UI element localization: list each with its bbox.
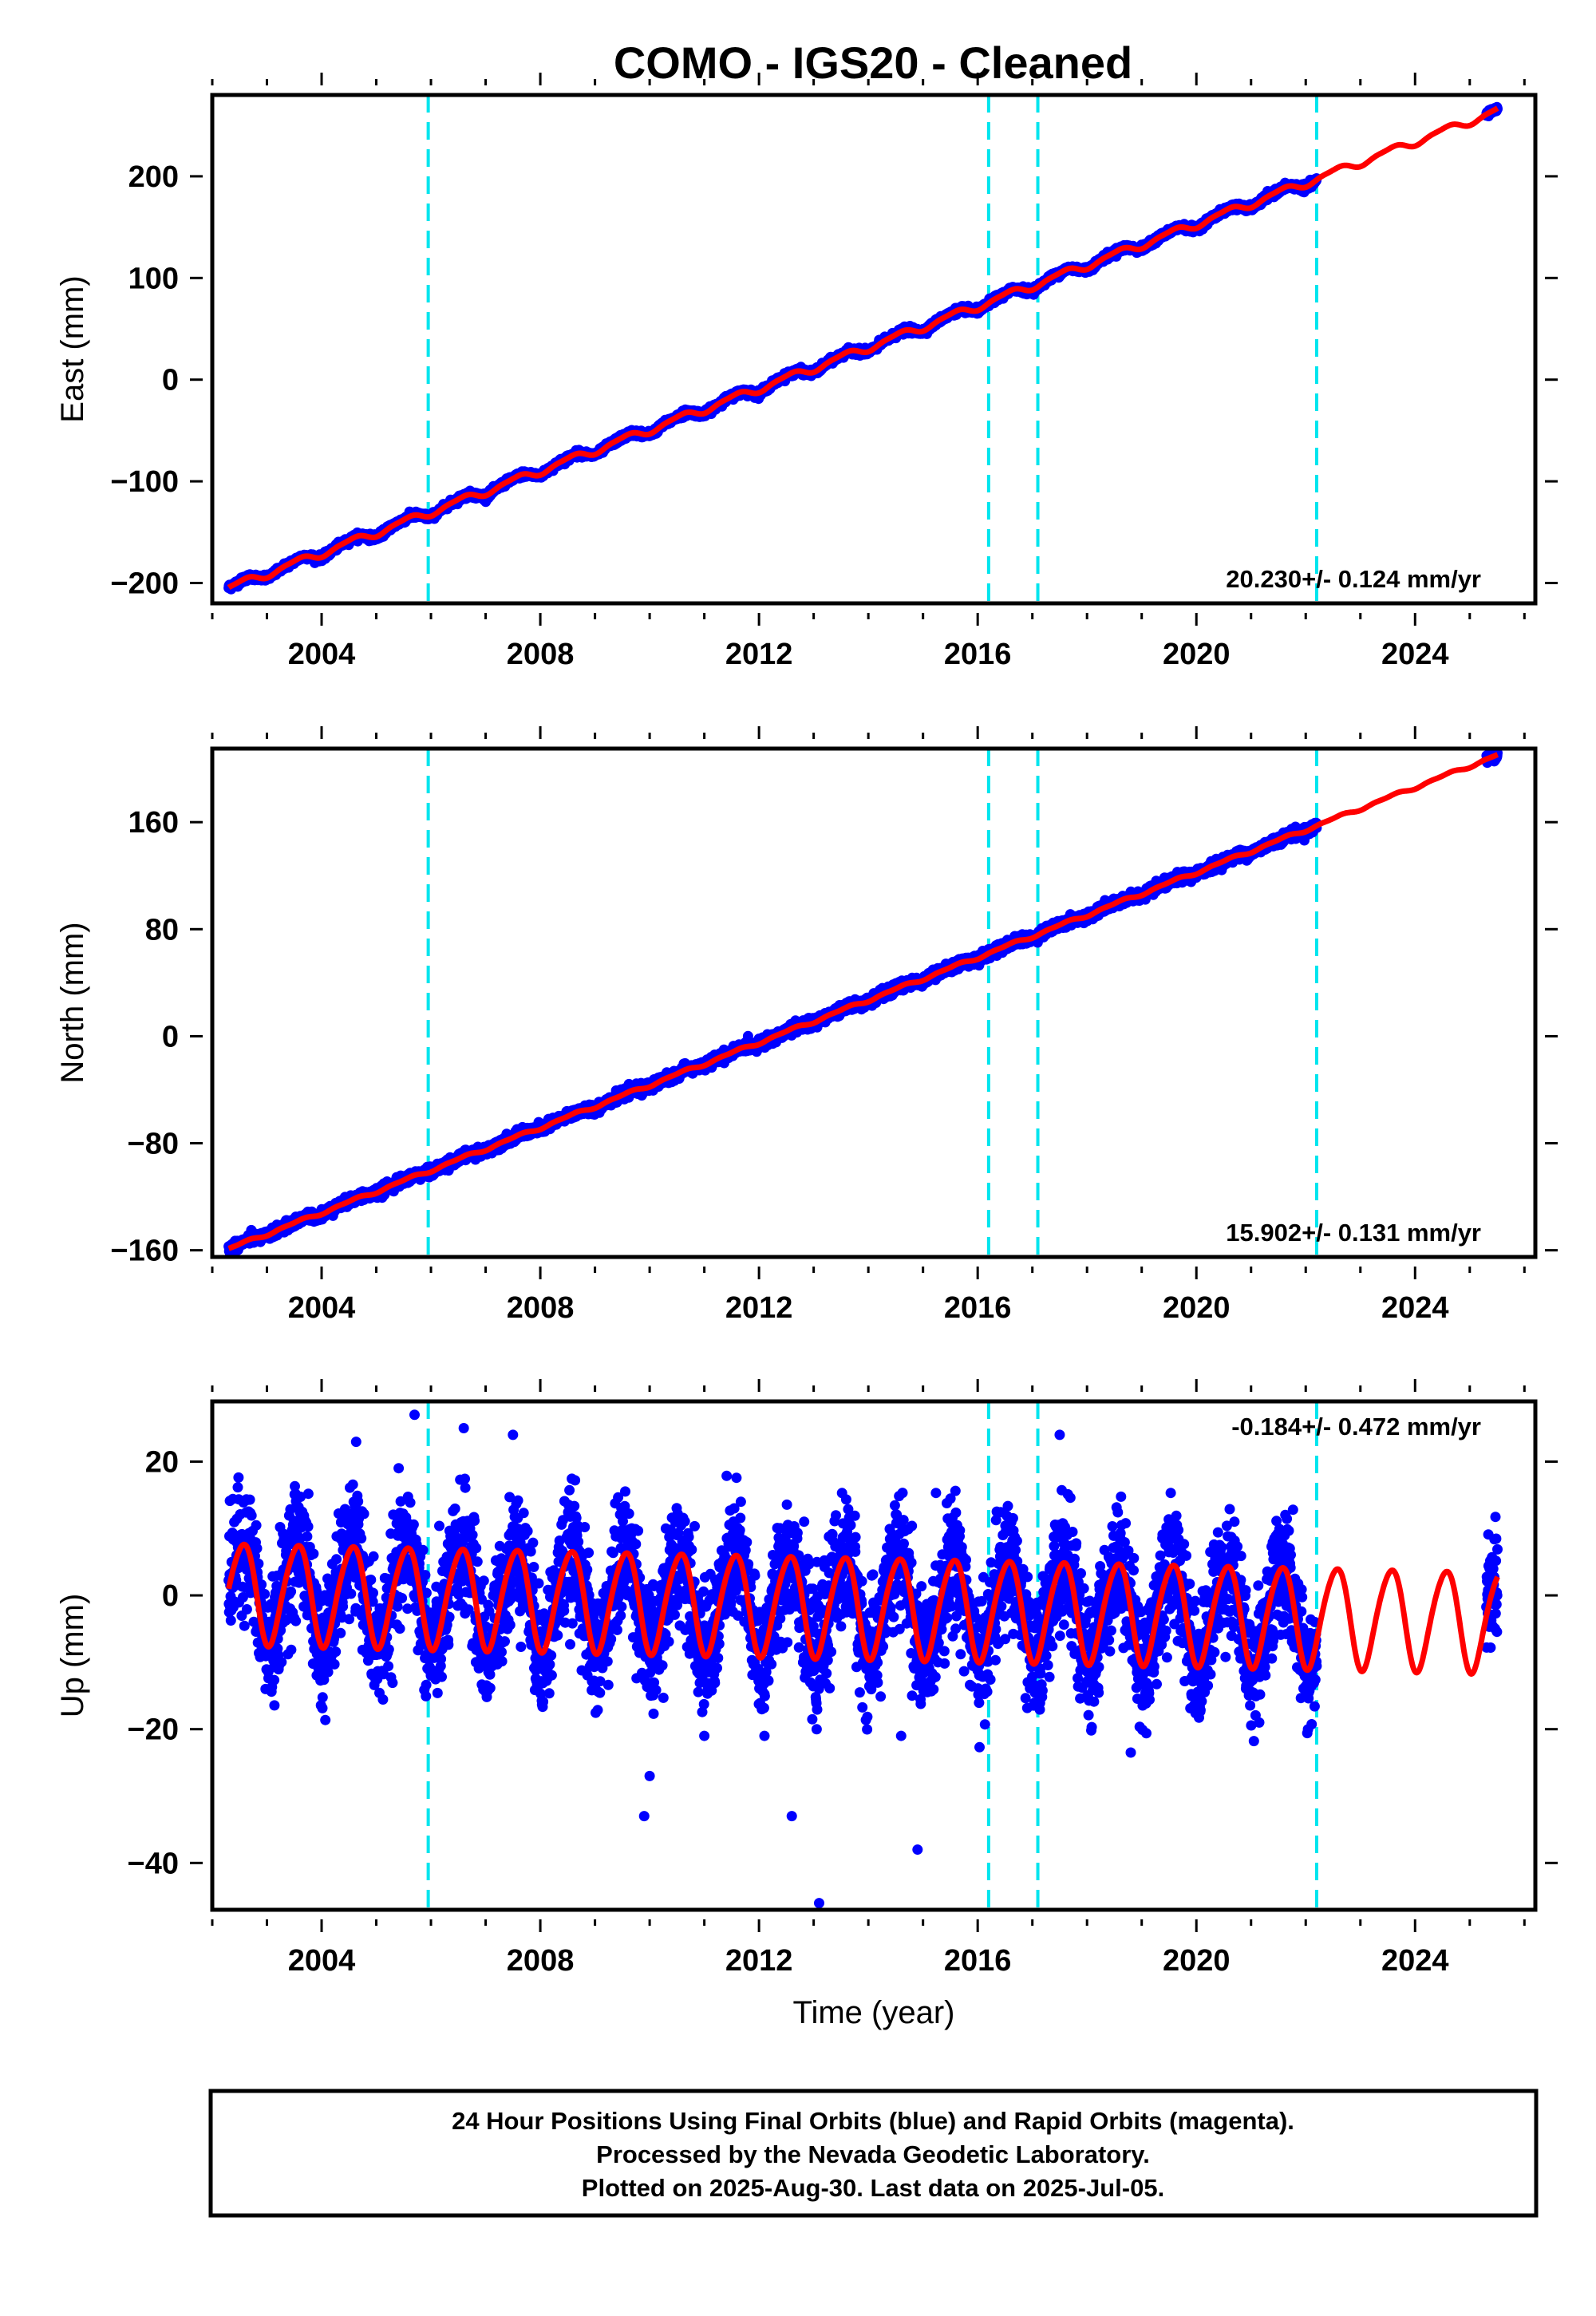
- y-tick-label: 200: [128, 160, 179, 194]
- y-tick-label: 0: [162, 364, 179, 397]
- x-tick-label: 2016: [944, 638, 1012, 671]
- x-tick-label: 2008: [507, 638, 575, 671]
- y-tick-label: −200: [110, 567, 179, 601]
- figure-title: COMO - IGS20 - Cleaned: [614, 38, 1132, 88]
- east-panel: 2004 2008 2012 2016 2020 2024−200−1000100200 …: [55, 73, 1558, 671]
- east-y-axis-label: East (mm): [55, 275, 90, 422]
- y-tick-label: 100: [128, 262, 179, 295]
- x-tick-label: 2012: [725, 638, 793, 671]
- x-tick-label: 2004: [288, 638, 356, 671]
- x-tick-label: 2020: [1163, 638, 1231, 671]
- east-rate-label: 20.230+/- 0.124 mm/yr: [1226, 565, 1481, 593]
- x-tick-label: 2024: [1381, 638, 1449, 671]
- east-data-points: [223, 101, 1503, 595]
- y-tick-label: −100: [110, 465, 179, 499]
